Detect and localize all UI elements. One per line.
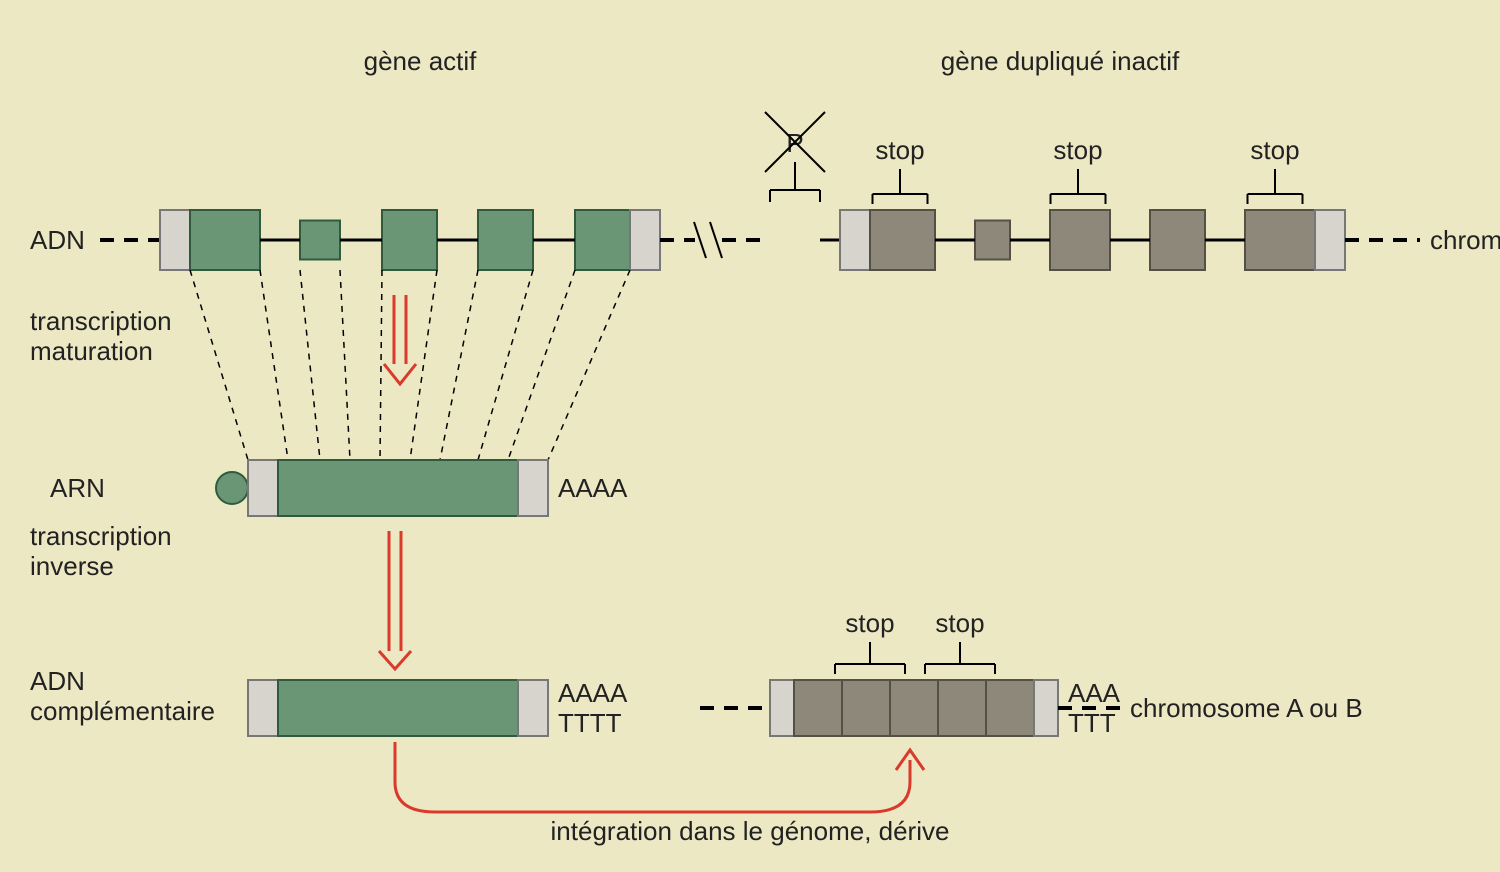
chromosome-ab-label: chromosome A ou B bbox=[1130, 693, 1363, 723]
cdna-tttt: TTTT bbox=[558, 708, 622, 738]
stop-label: stop bbox=[875, 135, 924, 165]
exon-active bbox=[382, 210, 437, 270]
exon-inactive bbox=[870, 210, 935, 270]
stop-label: stop bbox=[1250, 135, 1299, 165]
cdna-body bbox=[278, 680, 518, 736]
utr bbox=[518, 460, 548, 516]
integration-label: intégration dans le génome, dérive bbox=[551, 816, 950, 846]
utr bbox=[630, 210, 660, 270]
utr bbox=[160, 210, 190, 270]
exon-inactive bbox=[1050, 210, 1110, 270]
pseudo-seg bbox=[842, 680, 890, 736]
background bbox=[0, 0, 1500, 872]
mrna-body bbox=[278, 460, 518, 516]
stop-label: stop bbox=[935, 608, 984, 638]
exon-inactive bbox=[975, 221, 1010, 260]
chromosome-a-label: chromosome A bbox=[1430, 225, 1500, 255]
exon-active bbox=[300, 221, 340, 260]
pseudo-seg bbox=[986, 680, 1034, 736]
transcription-label: transcriptionmaturation bbox=[30, 306, 172, 366]
stop-label: stop bbox=[1053, 135, 1102, 165]
arn-label: ARN bbox=[50, 473, 105, 503]
mrna-cap bbox=[216, 472, 248, 504]
exon-active bbox=[575, 210, 630, 270]
pseudo-seg bbox=[794, 680, 842, 736]
polyA-label: AAAA bbox=[558, 473, 628, 503]
utr bbox=[248, 680, 278, 736]
utr bbox=[1034, 680, 1058, 736]
utr bbox=[1315, 210, 1345, 270]
exon-active bbox=[190, 210, 260, 270]
inactive-gene-label: gène dupliqué inactif bbox=[941, 46, 1180, 76]
adn-label: ADN bbox=[30, 225, 85, 255]
exon-active bbox=[478, 210, 533, 270]
cdna-aaaa: AAAA bbox=[558, 678, 628, 708]
exon-inactive bbox=[1245, 210, 1315, 270]
utr bbox=[248, 460, 278, 516]
utr bbox=[840, 210, 870, 270]
utr bbox=[770, 680, 794, 736]
exon-inactive bbox=[1150, 210, 1205, 270]
pseudo-seg bbox=[890, 680, 938, 736]
pseudo-seg bbox=[938, 680, 986, 736]
pseudo-aaa: AAA bbox=[1068, 678, 1121, 708]
utr bbox=[518, 680, 548, 736]
stop-label: stop bbox=[845, 608, 894, 638]
active-gene-label: gène actif bbox=[364, 46, 478, 76]
pseudo-ttt: TTT bbox=[1068, 708, 1116, 738]
